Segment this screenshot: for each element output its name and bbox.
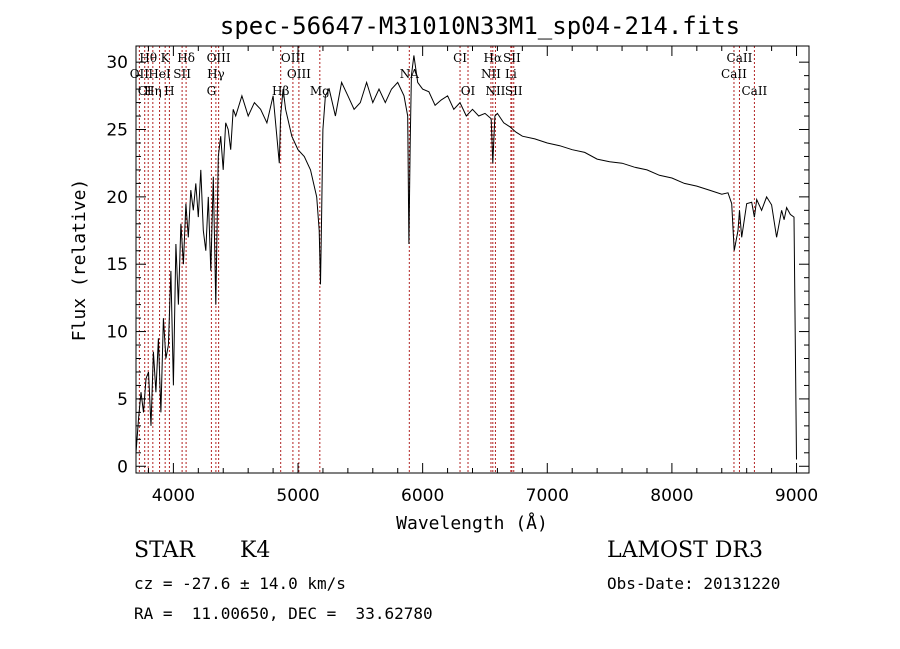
line-markers <box>138 46 755 473</box>
line-marker-label: NII <box>485 84 505 98</box>
line-marker-label: CaII <box>727 51 753 65</box>
x-axis-label: Wavelength (Å) <box>396 512 548 534</box>
line-marker-label: K <box>161 51 171 65</box>
y-axis-ticks: 0 5 10 15 20 25 30 <box>106 53 809 477</box>
line-marker-label: SII <box>173 67 191 81</box>
line-marker-label: OIII <box>281 51 305 65</box>
y-tick-label: 30 <box>106 53 128 73</box>
chart-title: spec-56647-M31010N33M1_sp04-214.fits <box>220 12 740 40</box>
y-tick-label: 15 <box>106 255 128 275</box>
line-marker-label: Li <box>505 67 517 81</box>
plot-frame <box>135 45 810 474</box>
line-marker-label: G <box>207 84 217 98</box>
line-marker-label: Hβ <box>272 84 289 98</box>
line-marker-label: OIII <box>207 51 231 65</box>
y-tick-label: 5 <box>117 390 128 410</box>
y-tick-label: 0 <box>117 457 128 477</box>
line-marker-label: Hδ <box>177 51 195 65</box>
line-marker-label: Mg <box>310 84 330 98</box>
line-marker-label: Hη <box>144 84 162 98</box>
line-marker-label: OI <box>461 84 476 98</box>
x-tick-label: 6000 <box>401 486 444 506</box>
coordinates: RA = 11.00650, DEC = 33.62780 <box>134 604 433 623</box>
survey-label: LAMOST DR3 <box>607 538 763 563</box>
line-marker-label: SII <box>503 51 521 65</box>
x-axis-ticks: 4000 5000 6000 7000 8000 9000 <box>147 46 818 506</box>
line-marker-label: OII <box>130 67 150 81</box>
y-tick-label: 20 <box>106 188 128 208</box>
line-marker-label: NII <box>481 67 501 81</box>
line-marker-label: OIII <box>287 67 311 81</box>
line-marker-label: CI <box>138 84 152 98</box>
x-tick-label: 5000 <box>276 486 319 506</box>
y-axis-label: Flux (relative) <box>69 179 90 342</box>
line-marker-label: Hθ <box>139 51 157 65</box>
obs-date: Obs-Date: 20131220 <box>607 574 781 593</box>
spectrum-line <box>135 55 797 460</box>
x-tick-label: 7000 <box>526 486 569 506</box>
x-tick-label: 4000 <box>152 486 195 506</box>
class-label: STAR <box>134 538 195 563</box>
line-marker-label: HeI <box>148 67 171 81</box>
cz-readout: cz = -27.6 ± 14.0 km/s <box>134 574 346 593</box>
line-marker-label: SII <box>505 84 523 98</box>
line-marker-label: Hα <box>484 51 503 65</box>
line-marker-label: NA <box>400 67 420 81</box>
line-marker-label: CaII <box>721 67 747 81</box>
y-tick-label: 10 <box>106 323 128 343</box>
subclass-label: K4 <box>240 538 271 563</box>
line-marker-label: CI <box>453 51 467 65</box>
x-tick-label: 9000 <box>775 486 818 506</box>
line-marker-label: H <box>164 84 174 98</box>
line-marker-label: Hγ <box>207 67 225 81</box>
x-tick-label: 8000 <box>650 486 693 506</box>
line-marker-label: CaII <box>741 84 767 98</box>
y-tick-label: 25 <box>106 121 128 141</box>
